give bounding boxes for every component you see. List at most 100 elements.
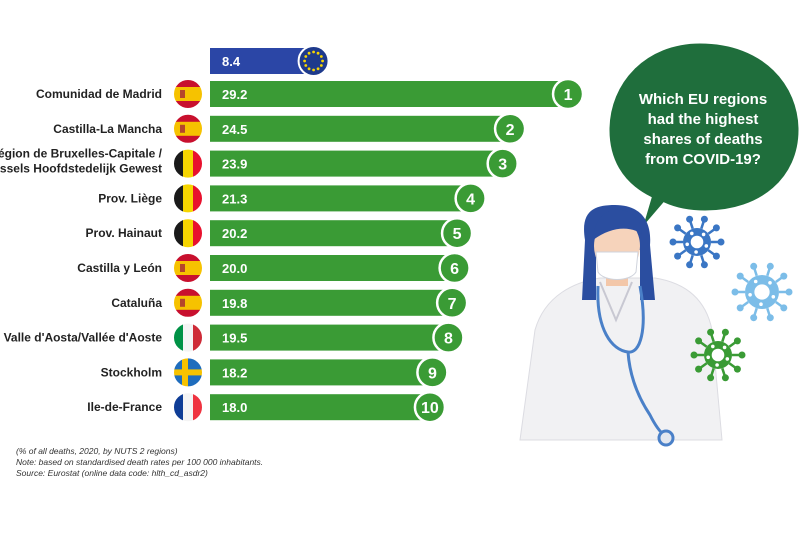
virus-spike-tip [669, 238, 677, 246]
virus-spike-tip [712, 252, 720, 260]
virus-spike-tip [700, 261, 708, 269]
bar-value-label: 20.2 [222, 226, 247, 241]
virus-spike-tip [736, 304, 744, 312]
spain-flag [172, 78, 204, 110]
eu-reference-bar [210, 48, 314, 74]
virus-spike-tip [700, 215, 708, 223]
belgium-flag [172, 217, 204, 250]
eu-star [304, 55, 308, 58]
virus-dot [725, 357, 730, 361]
rank-circle [551, 77, 585, 111]
rank-circle [454, 182, 487, 215]
bar-category-label: Ile-de-France [87, 400, 162, 414]
virus-spike-tip [707, 328, 715, 336]
bar-category-label: Prov. Liège [98, 191, 162, 205]
bar-category-label: Stockholm [101, 365, 162, 379]
virus-dot [715, 363, 719, 367]
flag-border [172, 78, 204, 110]
flag-stripe [193, 148, 203, 179]
bar-row: Castilla-La Mancha 24.5 2 [53, 112, 527, 146]
flag-stripe [183, 218, 193, 249]
doctor-coat [519, 277, 723, 441]
bar [210, 289, 455, 316]
eu-star [303, 59, 306, 63]
stethoscope-chestpiece [657, 429, 675, 447]
france-flag [172, 391, 204, 424]
label-line: Brussels Hoofdstedelijk Gewest [0, 162, 162, 176]
virus-dot [711, 344, 715, 349]
virus-spike-tip [766, 262, 774, 270]
bars-layer: 8.4 Comunidad de Madrid 29.2 1 Castilla-La M… [0, 45, 585, 424]
flag-stripe [193, 392, 203, 423]
rank-number: 4 [466, 191, 475, 208]
eu-star [304, 64, 308, 67]
eu-star [319, 64, 323, 67]
bubble-shape [606, 40, 800, 233]
flag-border [172, 252, 204, 284]
virus-dot [701, 232, 706, 237]
rank-circle [432, 321, 465, 354]
flag-border [172, 217, 204, 250]
virus-dot [690, 231, 694, 236]
flag-border [297, 45, 330, 77]
bar-category-label: Région de Bruxelles-Capitale /Brussels H… [0, 147, 163, 176]
face-mask [595, 251, 639, 280]
notes-source: Source: Eurostat (online data code: hlth… [16, 468, 208, 478]
bar [210, 324, 451, 351]
bar [210, 81, 571, 107]
bar [210, 150, 505, 177]
rank-number: 9 [428, 365, 437, 382]
flag-border [172, 182, 204, 215]
bar-row: Comunidad de Madrid 29.2 1 [36, 77, 585, 111]
flag-stripe [173, 218, 183, 249]
flag-border [172, 286, 204, 319]
virus-spike-tip [750, 314, 758, 322]
virus-dot [704, 244, 709, 248]
rank-number: 6 [450, 261, 459, 278]
flag-stripe [183, 392, 193, 423]
stethoscope [596, 285, 666, 438]
flag-emblem [180, 298, 185, 307]
virus-spike-tip [766, 314, 774, 322]
virus-spike-tip [721, 374, 729, 382]
flag-stripe [173, 148, 183, 179]
coat-collar [599, 281, 633, 323]
bar-value-label: 19.5 [222, 331, 247, 346]
flag-stripe [193, 218, 203, 249]
spain-flag [172, 112, 204, 145]
virus-dot [748, 293, 752, 297]
doctor-illustration [519, 205, 723, 447]
virus-dot [768, 281, 772, 285]
virus-spike-tip [717, 238, 725, 246]
rank-number: 1 [564, 87, 573, 104]
bar-row: Prov. Hainaut 20.2 5 [86, 216, 474, 250]
bar [210, 115, 513, 142]
eu-star [307, 67, 311, 71]
bar-value-label: 24.5 [222, 122, 247, 137]
notes-unit: (% of all deaths, 2020, by NUTS 2 region… [16, 446, 178, 456]
bar-row: Prov. Liège 21.3 4 [98, 182, 487, 215]
rank-number: 5 [453, 226, 462, 243]
flag-stripe [173, 183, 183, 214]
rank-number: 2 [506, 122, 515, 139]
bubble-line-3: shares of deaths [643, 131, 762, 148]
rank-circle [416, 356, 449, 389]
virus-core [711, 348, 725, 362]
virus-spike-tip [785, 288, 793, 296]
virus-icon [690, 328, 746, 382]
eu-star [316, 67, 320, 71]
label-line: Région de Bruxelles-Capitale / [0, 147, 163, 161]
flag-stripe [173, 87, 203, 101]
virus-dot [759, 302, 763, 306]
eu-flag [297, 45, 330, 77]
bubble-line-2: had the highest [648, 111, 759, 128]
virus-spike-tip [674, 252, 682, 260]
bar-value-label: 21.3 [222, 191, 247, 206]
virus-spike-tip [733, 337, 741, 345]
virus-dot [753, 279, 758, 284]
flag-stripe [183, 322, 193, 353]
bubble-line-1: Which EU regions [639, 91, 767, 108]
spain-flag [172, 286, 204, 319]
bar [210, 359, 435, 386]
